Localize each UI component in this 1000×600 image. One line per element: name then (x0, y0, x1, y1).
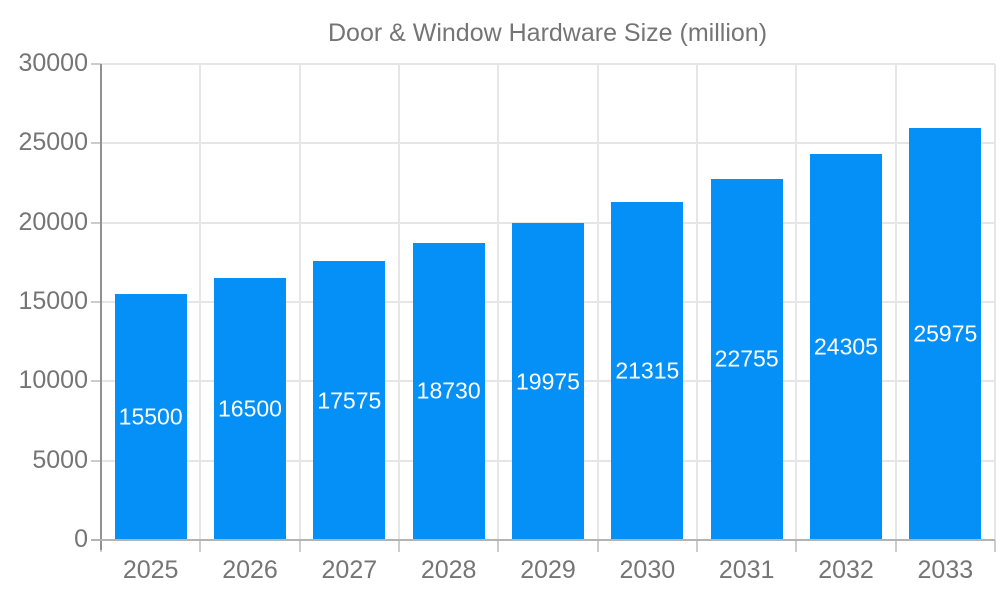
bar-2028: 18730 (412, 242, 485, 540)
chart-legend: Door & Window Hardware Size (million) (237, 19, 767, 48)
x-axis-tick (994, 540, 996, 552)
x-axis-category-label: 2032 (818, 556, 874, 584)
bar-value-label: 21315 (615, 357, 680, 384)
bar-2026: 16500 (214, 278, 286, 540)
x-axis-tick (497, 540, 500, 552)
bar-2030: 21315 (611, 201, 684, 540)
x-axis-category-label: 2030 (619, 556, 676, 584)
x-axis-category-label: 2033 (917, 556, 974, 584)
gridline-vertical (596, 64, 599, 540)
x-axis-category-label: 2029 (520, 556, 576, 584)
y-axis-tick-label: 10000 (18, 366, 88, 395)
gridline-vertical (696, 64, 698, 540)
y-axis-tick-label: 15000 (18, 286, 88, 315)
x-axis-tick (398, 540, 400, 552)
y-axis-tick (91, 301, 101, 303)
bar-value-label: 17575 (317, 387, 382, 414)
x-axis-category-label: 2026 (222, 556, 278, 584)
plot-area: 0 5000 10000 15000 20000 25000 30000 15500 2025 1… (18, 49, 996, 584)
x-axis-tick (596, 540, 599, 552)
gridline-vertical (994, 64, 996, 540)
bar-2027: 17575 (313, 261, 386, 540)
y-axis-tick-label: 20000 (18, 207, 88, 236)
x-axis-category-label: 2025 (122, 556, 179, 584)
bar-value-label: 15500 (118, 403, 183, 430)
legend-label: Door & Window Hardware Size (million) (328, 19, 768, 47)
gridline-horizontal (101, 221, 995, 224)
bar-2031: 22755 (710, 178, 783, 540)
gridline-horizontal (101, 63, 995, 65)
gridline-vertical (199, 64, 202, 540)
bar-2033: 25975 (909, 127, 982, 540)
y-axis-tick (91, 221, 101, 224)
y-axis-tick (91, 459, 101, 462)
y-axis-line (100, 64, 102, 550)
gridline-vertical (398, 64, 400, 540)
x-axis-category-label: 2028 (420, 556, 477, 584)
x-axis-category-label: 2031 (718, 556, 775, 584)
gridline-vertical (894, 64, 897, 540)
gridline-horizontal (101, 142, 995, 145)
y-axis-tick (91, 380, 101, 383)
bar-value-label: 18730 (416, 377, 481, 404)
bar-value-label: 19975 (516, 368, 580, 395)
y-axis-tick-label: 5000 (32, 445, 88, 474)
x-axis-tick (298, 540, 301, 552)
bar-value-label: 16500 (218, 395, 282, 422)
x-axis-line (91, 539, 995, 541)
y-axis-tick-label: 25000 (18, 128, 88, 157)
x-axis-tick (199, 540, 202, 552)
gridline-vertical (497, 64, 500, 540)
gridline-vertical (795, 64, 798, 540)
bar-2032: 24305 (810, 154, 882, 540)
bar-2029: 19975 (512, 223, 584, 540)
bar-value-label: 24305 (814, 333, 878, 360)
y-axis-tick (91, 63, 101, 65)
bar-2025: 15500 (114, 294, 187, 540)
gridline-vertical (298, 64, 301, 540)
y-axis-tick-label: 0 (74, 524, 88, 553)
x-axis-category-label: 2027 (321, 556, 378, 584)
y-axis-tick (91, 142, 101, 145)
x-axis-tick (696, 540, 698, 552)
x-axis-tick (894, 540, 897, 552)
bar-value-label: 22755 (714, 345, 779, 372)
legend-swatch (237, 21, 311, 47)
bar-value-label: 25975 (913, 320, 978, 347)
y-axis-tick-label: 30000 (18, 48, 88, 77)
x-axis-tick (795, 540, 798, 552)
